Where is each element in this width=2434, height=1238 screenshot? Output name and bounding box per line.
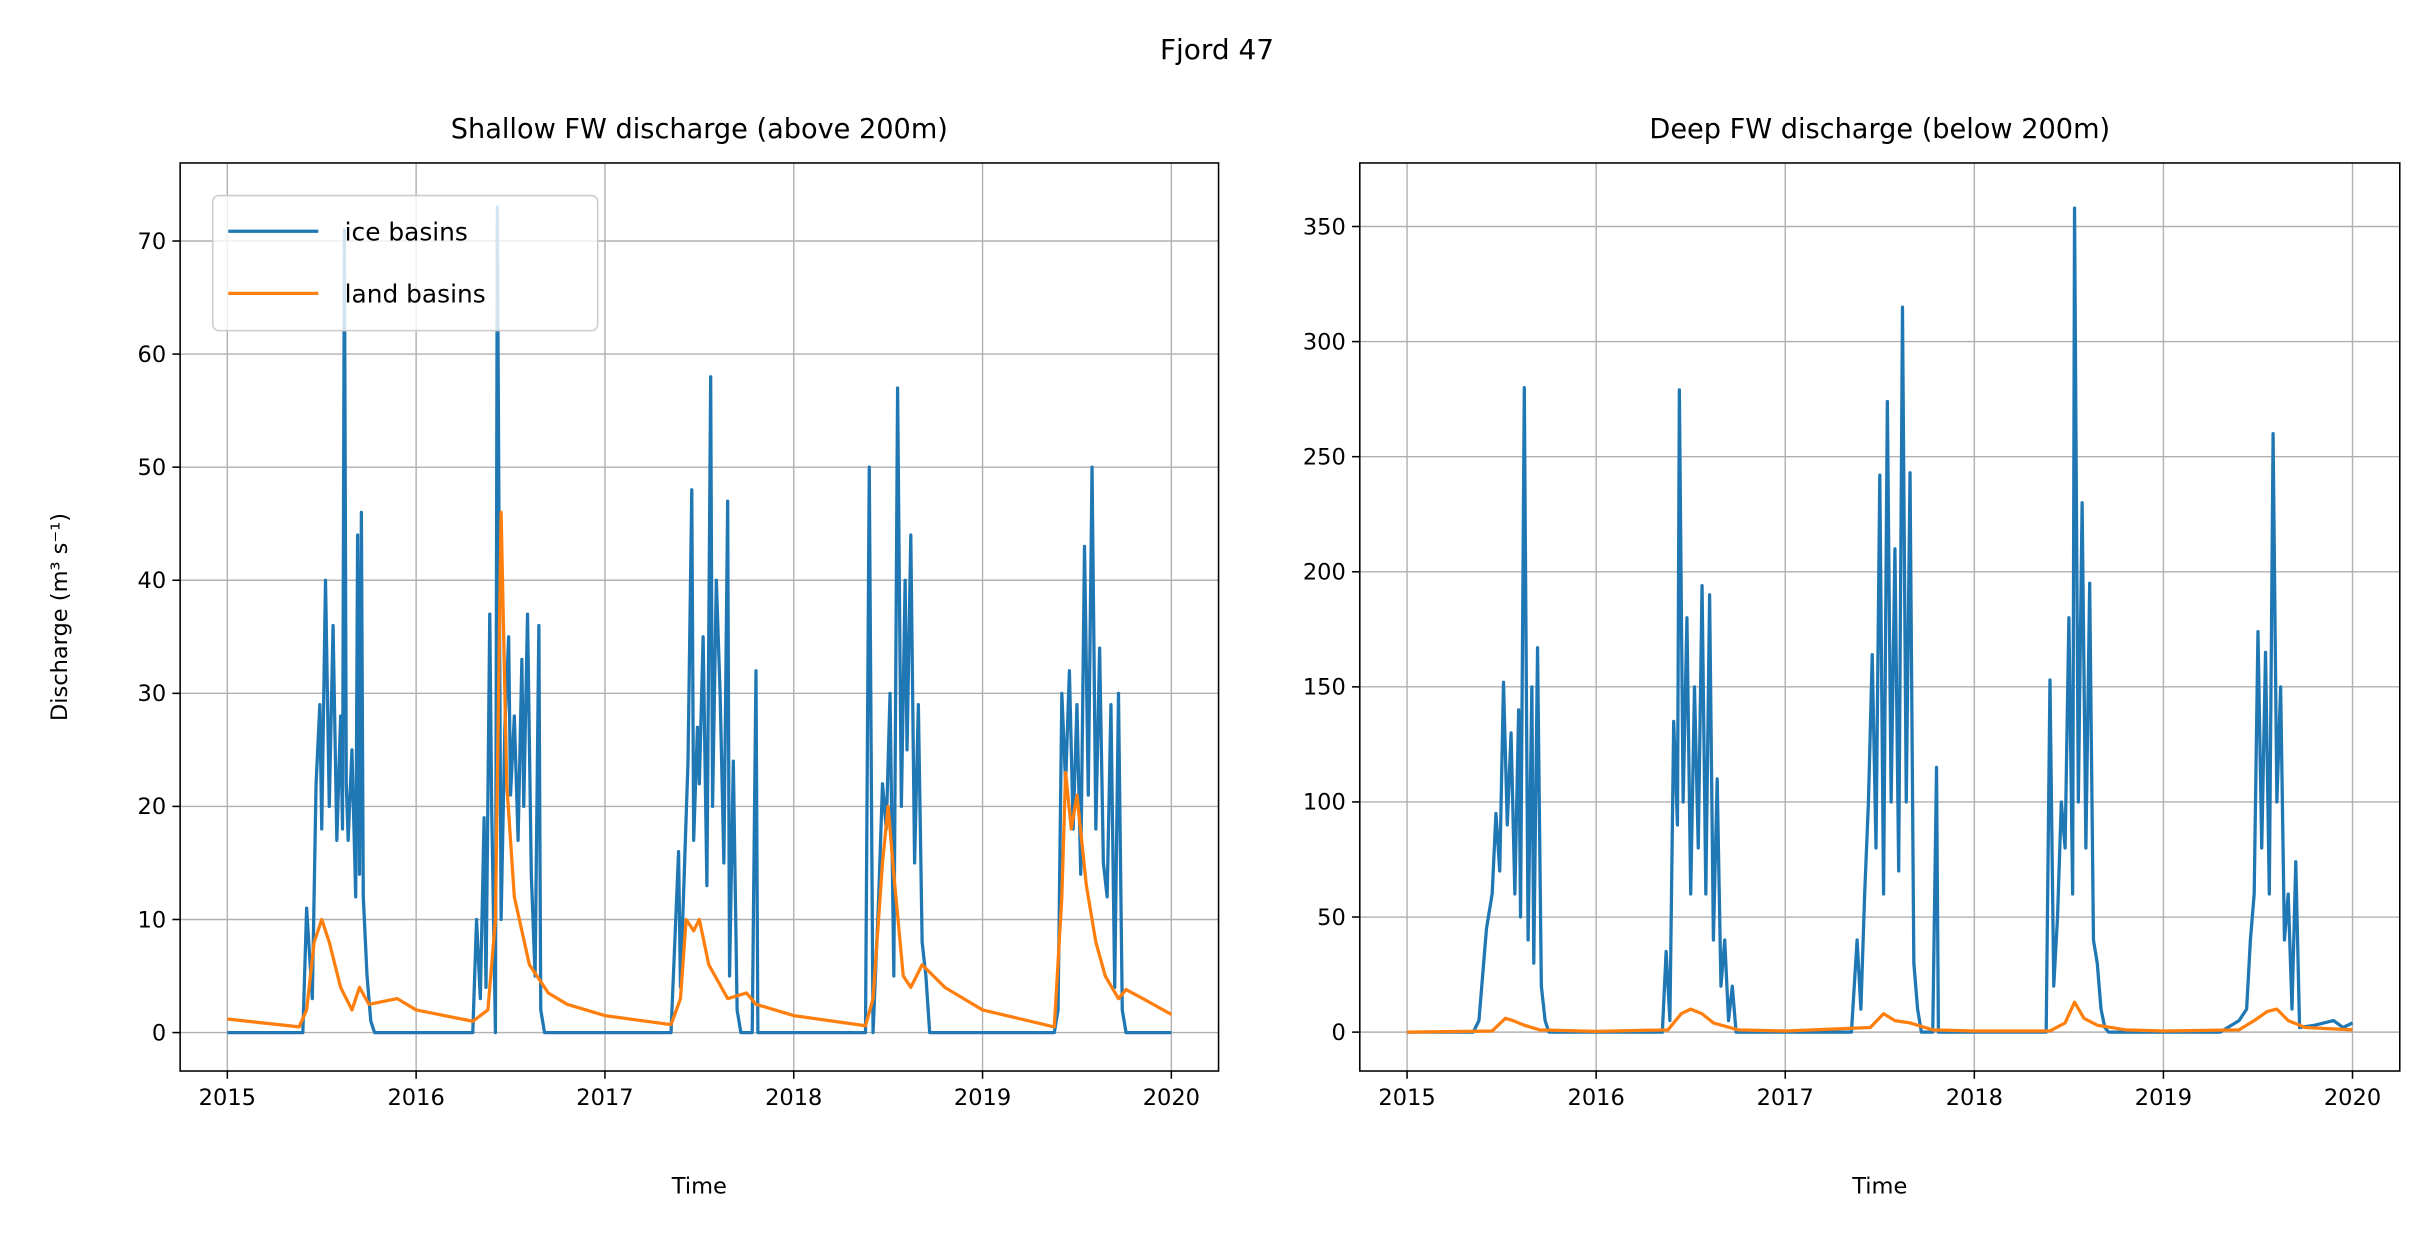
legend-box <box>211 194 599 332</box>
data-line <box>227 205 1172 1035</box>
data-line <box>227 510 1173 1029</box>
legend-label: ice basins <box>345 218 468 247</box>
y-tick-label: 20 <box>138 794 167 820</box>
x-tick-label: 2016 <box>388 1085 445 1111</box>
y-tick-label: 300 <box>1303 329 1346 355</box>
plot: 2015 2016 2017 2018 2019 2020 0 10 20 30 40 50 60 70 S… <box>47 114 1220 1200</box>
y-tick-label: 30 <box>138 681 167 707</box>
chart-title: Deep FW discharge (below 200m) <box>1649 114 2110 145</box>
y-tick-label: 0 <box>152 1020 166 1046</box>
legend-label: land basins <box>345 280 486 309</box>
y-tick-label: 200 <box>1303 560 1346 586</box>
y-tick-label: 50 <box>1317 905 1346 931</box>
x-axis-label: Time <box>1851 1174 1907 1200</box>
y-tick-label: 250 <box>1303 444 1346 470</box>
y-tick-label: 10 <box>138 907 167 933</box>
y-tick-label: 0 <box>1332 1020 1346 1046</box>
x-tick-label: 2015 <box>199 1085 256 1111</box>
plot: 2015 2016 2017 2018 2019 2020 0 50 100 150 200 250 3… <box>1303 114 2401 1200</box>
data-line <box>1407 1000 2353 1034</box>
y-tick-label: 60 <box>138 342 167 368</box>
y-tick-label: 70 <box>138 229 167 255</box>
x-tick-label: 2020 <box>2324 1085 2381 1111</box>
x-tick-label: 2017 <box>576 1085 633 1111</box>
y-axis-label: Discharge (m³ s⁻¹) <box>47 513 73 721</box>
x-tick-label: 2019 <box>954 1085 1011 1111</box>
x-tick-label: 2015 <box>1378 1085 1435 1111</box>
y-tick-label: 40 <box>138 568 167 594</box>
axes-frame <box>179 162 1220 1072</box>
chart-title: Shallow FW discharge (above 200m) <box>451 114 948 145</box>
x-axis-label: Time <box>671 1174 727 1200</box>
y-tick-label: 350 <box>1303 214 1346 240</box>
x-tick-label: 2018 <box>765 1085 822 1111</box>
x-tick-label: 2017 <box>1757 1085 1814 1111</box>
data-line <box>1407 206 2354 1034</box>
axes-frame <box>1359 162 2401 1072</box>
x-tick-label: 2020 <box>1143 1085 1200 1111</box>
x-tick-label: 2019 <box>2135 1085 2192 1111</box>
y-tick-label: 50 <box>138 455 167 481</box>
figure-title: Fjord 47 <box>1160 33 1274 66</box>
x-tick-label: 2018 <box>1946 1085 2003 1111</box>
y-tick-label: 150 <box>1303 675 1346 701</box>
y-tick-label: 100 <box>1303 790 1346 816</box>
x-tick-label: 2016 <box>1568 1085 1625 1111</box>
